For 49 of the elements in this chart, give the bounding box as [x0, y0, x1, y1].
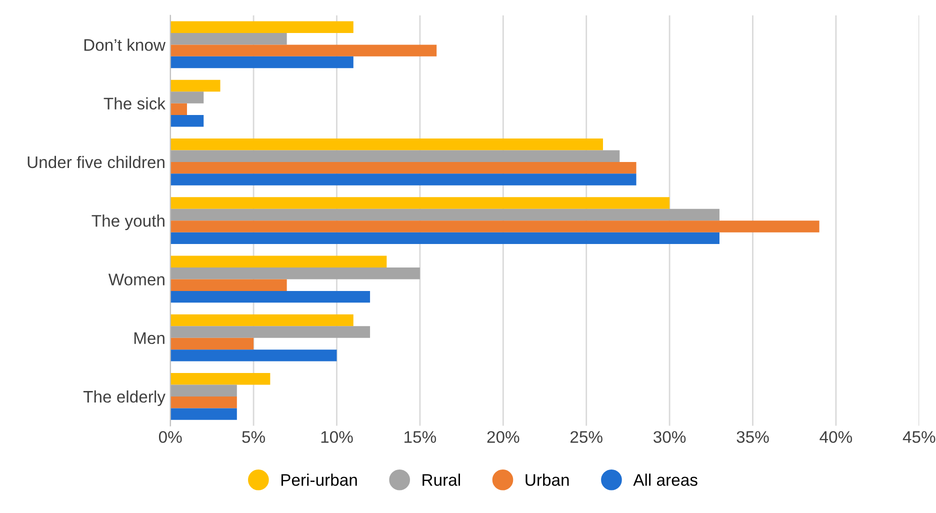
- y-tick-label: The sick: [104, 97, 166, 110]
- y-tick-label: Men: [134, 332, 164, 344]
- x-tick-label: 40%: [820, 431, 852, 443]
- y-tick-label: The youth: [92, 214, 164, 230]
- bar: [170, 208, 720, 221]
- legend-label: All areas: [633, 474, 698, 486]
- bar: [170, 115, 204, 127]
- bar: [170, 384, 237, 396]
- bar: [170, 256, 387, 268]
- bar: [170, 290, 370, 303]
- x-tick-label: 25%: [570, 431, 602, 443]
- bar: [170, 373, 270, 385]
- legend-label: Peri-urban: [281, 474, 357, 486]
- y-tick-label: The elderly: [83, 390, 166, 406]
- bar: [170, 338, 254, 350]
- bar: [170, 232, 720, 244]
- y-tick-label: Don’t know: [84, 38, 166, 51]
- bar: [170, 314, 354, 326]
- bar: [170, 350, 337, 362]
- bar: [170, 138, 603, 150]
- bar: [170, 396, 237, 408]
- x-tick-label: 35%: [736, 431, 769, 443]
- y-tick-label: Under five children: [28, 156, 164, 168]
- bar: [170, 197, 670, 209]
- bar: [170, 21, 354, 33]
- legend-label: Rural: [422, 474, 460, 486]
- bar: [170, 408, 237, 420]
- bar: [170, 174, 636, 186]
- legend-label: Urban: [526, 474, 569, 486]
- x-tick-label: 20%: [487, 431, 520, 443]
- bar: [170, 326, 370, 338]
- x-tick-label: 10%: [321, 431, 353, 443]
- bar: [170, 150, 620, 162]
- bar: [170, 80, 220, 92]
- x-tick-label: 5%: [242, 431, 266, 443]
- x-tick-label: 30%: [654, 431, 686, 443]
- x-tick-label: 15%: [404, 431, 436, 443]
- bar: [170, 162, 636, 174]
- x-tick-label: 45%: [902, 431, 936, 443]
- y-tick-label: Women: [108, 274, 164, 286]
- bar: [170, 103, 187, 116]
- bar: [170, 92, 204, 104]
- bar: [170, 44, 437, 56]
- bar: [170, 32, 287, 45]
- bar: [170, 279, 287, 291]
- bar: [170, 56, 354, 68]
- x-tick-label: 0%: [158, 431, 182, 443]
- bar: [170, 267, 420, 280]
- bar: [170, 220, 820, 232]
